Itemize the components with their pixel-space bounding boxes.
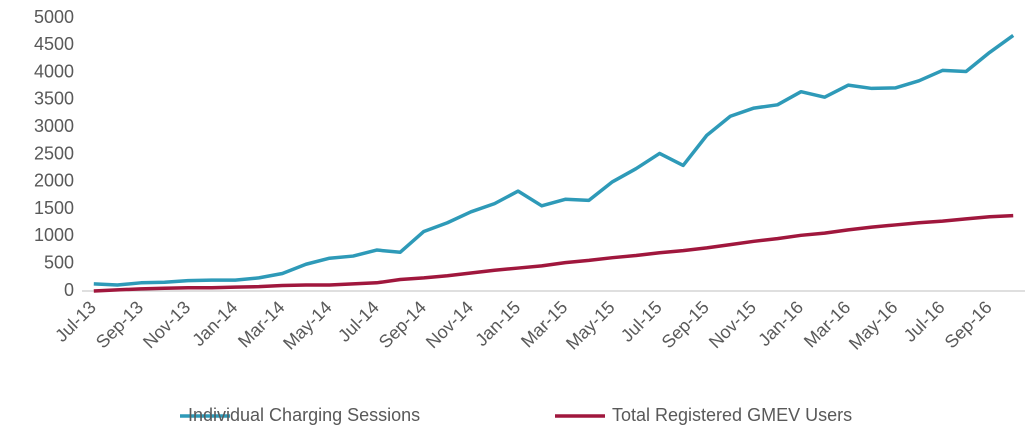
y-tick-label: 2000 <box>34 171 74 191</box>
x-tick-label: Nov-14 <box>422 297 477 352</box>
y-tick-label: 4500 <box>34 34 74 54</box>
x-tick-label: Nov-13 <box>139 297 194 352</box>
x-tick-label: Sep-13 <box>92 297 147 352</box>
x-tick-label: Jan-15 <box>471 297 524 350</box>
x-tick-label: Jan-14 <box>188 297 241 350</box>
x-tick-label: May-16 <box>845 297 902 354</box>
series-line <box>93 34 1015 287</box>
y-tick-label: 2500 <box>34 143 74 163</box>
y-tick-label: 4000 <box>34 61 74 81</box>
x-tick-label: May-15 <box>562 297 619 354</box>
y-tick-label: 0 <box>64 280 74 300</box>
y-tick-label: 1500 <box>34 198 74 218</box>
y-tick-label: 3000 <box>34 116 74 136</box>
legend-label: Individual Charging Sessions <box>188 405 420 425</box>
x-tick-label: May-14 <box>279 297 336 354</box>
x-tick-label: Mar-14 <box>234 297 288 351</box>
series-line <box>93 213 1014 293</box>
x-tick-label: Nov-15 <box>705 297 760 352</box>
x-tick-label: Jan-16 <box>754 297 807 350</box>
x-tick-label: Mar-15 <box>517 297 571 351</box>
legend-label: Total Registered GMEV Users <box>612 405 852 425</box>
x-tick-label: Sep-14 <box>375 297 430 352</box>
y-tick-label: 500 <box>44 252 74 272</box>
y-tick-label: 1000 <box>34 225 74 245</box>
y-tick-label: 5000 <box>34 7 74 27</box>
y-tick-label: 3500 <box>34 89 74 109</box>
x-tick-label: Sep-16 <box>941 297 996 352</box>
x-tick-label: Sep-15 <box>658 297 713 352</box>
x-tick-label: Mar-16 <box>800 297 854 351</box>
